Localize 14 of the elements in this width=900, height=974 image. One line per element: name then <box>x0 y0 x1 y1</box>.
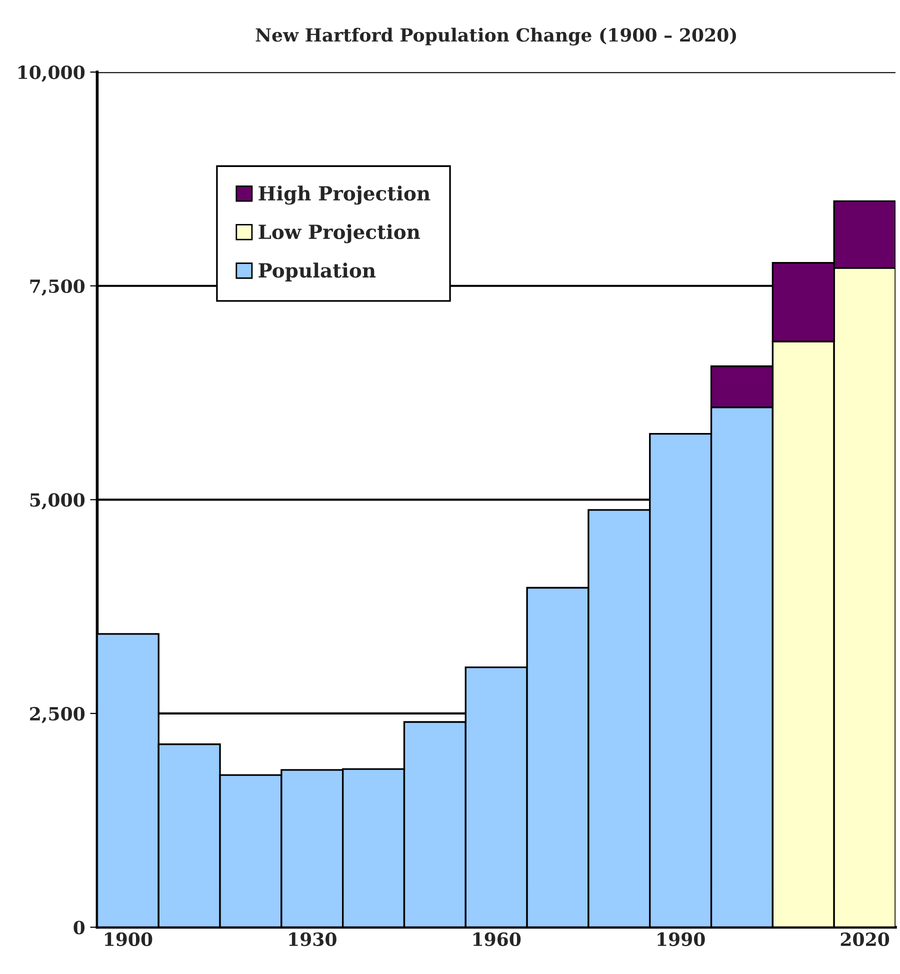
y-tick-label: 7,500 <box>30 279 85 296</box>
chart-title: New Hartford Population Change (1900 – 2020) <box>256 28 736 46</box>
y-tick-label: 5,000 <box>30 493 85 510</box>
x-tick-label: 1900 <box>104 932 152 946</box>
x-tick-label: 1990 <box>658 932 705 946</box>
x-tick-label: 1960 <box>473 932 521 946</box>
y-tick-label: 0 <box>74 920 85 934</box>
x-tick-label: 2020 <box>840 932 890 946</box>
legend-label: High Projection <box>258 186 430 205</box>
x-tick-label: 1930 <box>289 932 336 946</box>
legend-label: Low Projection <box>258 224 420 244</box>
y-tick-label: 10,000 <box>18 66 85 82</box>
legend-label: Population <box>258 262 376 282</box>
y-tick-label: 2,500 <box>30 706 85 724</box>
